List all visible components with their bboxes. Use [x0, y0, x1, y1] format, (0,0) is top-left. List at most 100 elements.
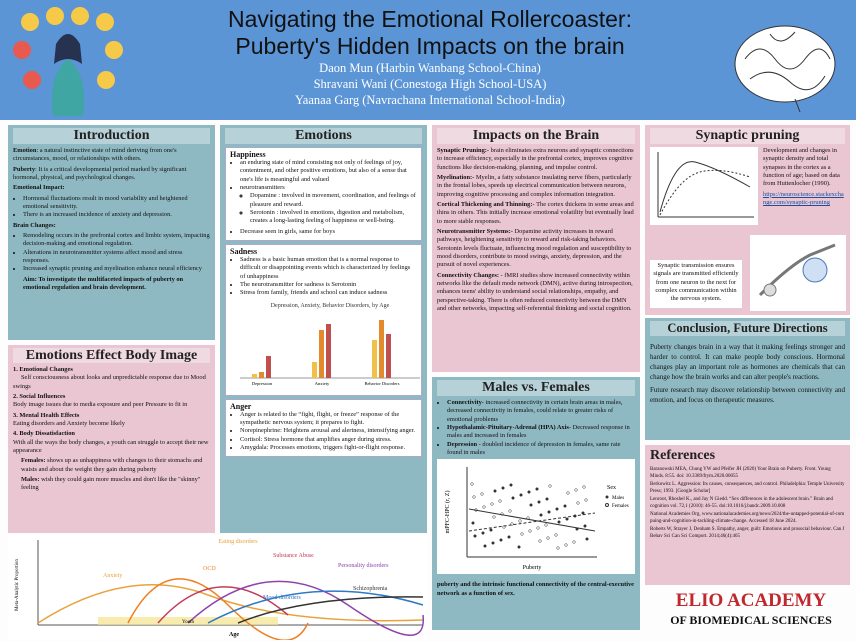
group-label: Anxiety — [315, 381, 330, 386]
chart-title: Depression, Anxiety, Behavior Disorders,… — [271, 303, 390, 309]
bullet: Cortisol: Stress hormone that amplifies … — [240, 436, 417, 444]
scatter-dot — [535, 487, 539, 491]
scatter-dot — [574, 488, 578, 492]
synapse — [802, 257, 828, 283]
legend-marker — [605, 503, 609, 508]
term: Females: — [21, 457, 46, 465]
text: Emotional Impact: — [13, 184, 65, 192]
list: Hormonal fluctuations result in mood var… — [13, 195, 210, 220]
scatter-dot — [581, 511, 585, 515]
scatter-dot — [471, 521, 475, 525]
scatter-dot — [517, 545, 521, 549]
bullet: Connectivity- increased connectivity in … — [447, 399, 635, 424]
scatter-dot — [538, 539, 542, 543]
text: : It is a critical developmental period … — [13, 165, 187, 181]
text: Body image issues due to media exposure … — [13, 401, 188, 409]
scatter-dot — [576, 501, 580, 505]
scatter-dot — [520, 532, 524, 536]
scatter-dot — [510, 522, 514, 526]
scatter-dot — [539, 513, 543, 517]
body-image: Emotions Effect Body Image 1. Emotional … — [8, 345, 215, 533]
heading: Synaptic pruning — [650, 128, 845, 144]
term: Males: — [21, 475, 40, 483]
scatter-dot — [583, 524, 587, 528]
title: 4. Body Dissatisfaction — [13, 430, 75, 438]
logo-text: ELIO ACADEMY — [675, 590, 827, 611]
scatter-dot — [528, 529, 532, 533]
synapse-density-figure — [650, 147, 758, 225]
term: Puberty — [13, 165, 36, 173]
bar — [319, 329, 324, 378]
term: Synaptic Pruning:- — [437, 147, 490, 154]
paragraph: Myelination:- Myelin, a fatty substance … — [437, 174, 635, 199]
reference: Lenroot, Rhoshel K., and Jay N Giedd. “S… — [650, 497, 834, 509]
subheading: Sadness — [230, 246, 258, 256]
title: Navigating the Emotional Rollercoaster: — [228, 6, 632, 32]
term: Neurotransmitter Systems:- — [437, 227, 513, 235]
scatter-dot — [490, 502, 494, 506]
bullet: Hypothalamic-Pituitary-Adrenal (HPA) Axi… — [447, 424, 635, 441]
scatter-dot — [529, 503, 533, 507]
age-figure: Meta-Analytic Proportion Age Youth Eatin… — [8, 535, 427, 640]
text: neurotransmitters — [240, 183, 285, 191]
list: Remodeling occurs in the prefrontal cort… — [13, 232, 210, 274]
title: Puberty's Hidden Impacts on the brain — [235, 33, 625, 59]
heading: Conclusion, Future Directions — [650, 321, 845, 336]
heading: Males vs. Females — [437, 380, 635, 396]
curve — [157, 586, 289, 624]
scatter-dot — [582, 485, 586, 489]
scatter-figure: Puberty mPFC-HPC (r, Z) Sex Males Female… — [437, 459, 635, 575]
scatter-dot — [508, 509, 512, 513]
x-label: Age — [229, 632, 239, 638]
list: Connectivity- increased connectivity in … — [437, 399, 635, 457]
reference: National Academies Org, www.nationalacad… — [650, 512, 845, 524]
list: Sadness is a basic human emotion that is… — [230, 256, 417, 298]
title: 1. Emotional Changes — [13, 366, 73, 373]
scatter-dot — [499, 538, 503, 542]
scatter-dot — [519, 493, 523, 497]
scatter-dot — [509, 483, 513, 487]
scatter-dot — [548, 484, 552, 488]
bullet: an enduring state of mind consisting not… — [240, 159, 417, 184]
scatter-dot — [537, 500, 541, 504]
paragraph: Emotion: a natural instinctive state of … — [13, 147, 210, 164]
bullet: Decrease seen in girls, same for boys — [240, 228, 417, 236]
curve-label: Substance Abuse — [273, 553, 314, 559]
trend-line — [468, 508, 596, 532]
text: : a natural instinctive state of mind de… — [13, 147, 177, 163]
introduction: Introduction Emotion: a natural instinct… — [8, 125, 215, 340]
scatter-dot — [498, 499, 502, 503]
bar — [266, 355, 271, 378]
curve-label: Schizophrenia — [353, 586, 388, 592]
emotions: Emotions Happiness an enduring state of … — [220, 125, 427, 533]
scatter-dot — [500, 512, 504, 516]
scatter-dot — [482, 505, 486, 509]
figure-note: Synaptic transmission ensures signals ar… — [650, 260, 742, 308]
author: Yaanaa Garg (Navrachana International Sc… — [295, 93, 565, 107]
text: Self consciousness about looks and unpre… — [13, 374, 206, 390]
list: an enduring state of mind consisting not… — [230, 159, 417, 236]
term: Depression — [447, 440, 478, 448]
title-block: Navigating the Emotional Rollercoaster: … — [150, 6, 710, 108]
bullet: There is an increased incidence of anxie… — [23, 211, 210, 219]
scatter-dot — [555, 507, 559, 511]
legend-entry: Males — [612, 496, 624, 501]
item: 4. Body Dissatisfaction With all the ways… — [13, 430, 210, 455]
x-label: Puberty — [523, 565, 542, 571]
paragraph: Puberty changes brain in a way that it m… — [650, 343, 845, 382]
text: shows up as unhappiness with changes to … — [21, 457, 203, 473]
bar — [379, 319, 384, 378]
bullet: Norepinephrine: Heightens arousal and al… — [240, 427, 417, 435]
scatter-dot — [480, 492, 484, 496]
scatter-dot — [473, 534, 477, 538]
text: - doubled incidence of depression in fem… — [447, 440, 621, 456]
term: Connectivity — [447, 399, 482, 406]
bar — [386, 333, 391, 378]
curve-label: Mood disorders — [263, 595, 301, 601]
term: Cortical Thickening and Thinning:- — [437, 200, 535, 208]
title: 2. Social Influences — [13, 392, 66, 400]
y-label: mPFC-HPC (r, Z) — [444, 491, 451, 534]
curve — [237, 596, 424, 624]
scatter-dot — [493, 489, 497, 493]
scatter-dot — [572, 540, 576, 544]
